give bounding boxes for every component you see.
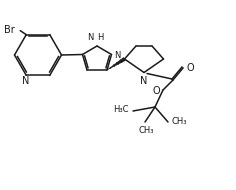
Polygon shape (107, 58, 126, 70)
Text: H₃C: H₃C (114, 105, 129, 115)
Text: H: H (97, 33, 104, 42)
Text: O: O (152, 86, 160, 96)
Text: CH₃: CH₃ (171, 116, 186, 126)
Text: N: N (114, 51, 120, 59)
Text: N: N (21, 76, 29, 86)
Text: N: N (87, 33, 93, 43)
Text: CH₃: CH₃ (138, 126, 154, 135)
Text: Br: Br (4, 25, 14, 35)
Text: O: O (186, 63, 194, 73)
Text: N: N (140, 77, 148, 86)
